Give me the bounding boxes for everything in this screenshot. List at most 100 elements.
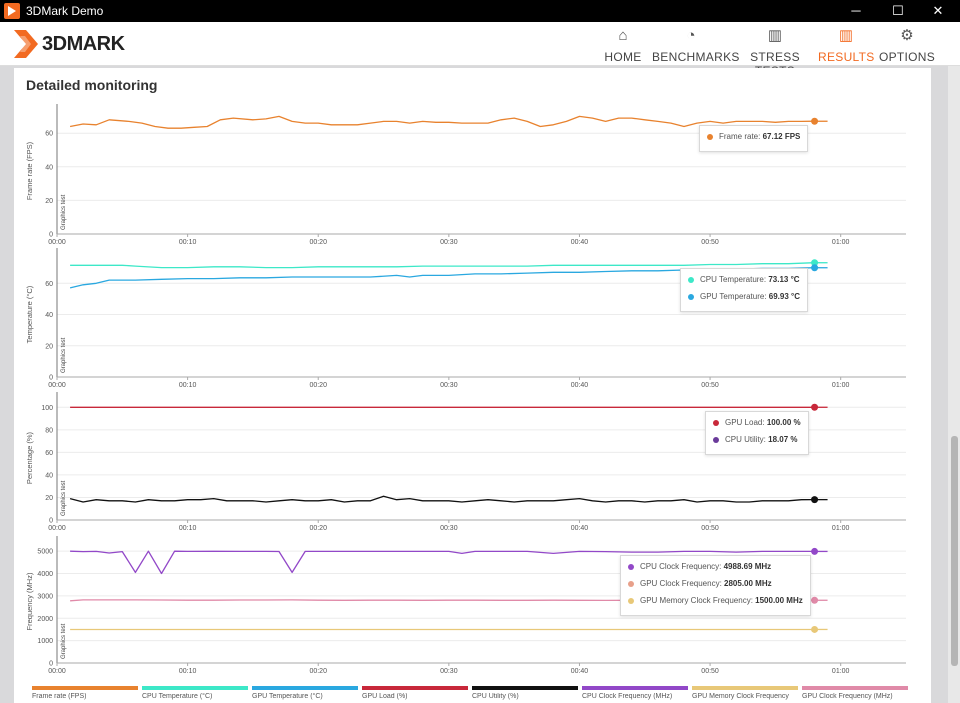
y-tick-label: 60 [45,281,53,288]
legend-swatch [582,686,688,690]
x-tick-label: 00:40 [571,525,589,532]
series-marker-1 [811,496,819,504]
tooltip-row: CPU Utility: 18.07 % [713,434,801,451]
x-tick-label: 00:10 [179,525,197,532]
legend-item[interactable]: CPU Temperature (°C) [142,686,248,703]
tooltip-label: GPU Memory Clock Frequency: [640,596,756,605]
tooltip-row: GPU Clock Frequency: 2805.00 MHz [628,578,803,595]
x-tick-label: 00:00 [48,239,66,246]
series-line-0 [70,262,815,269]
x-tick-label: 00:10 [179,668,197,675]
tooltip-label: CPU Temperature: [700,275,769,284]
legend-label: CPU Utility (%) [472,693,519,700]
nav-benchmarks[interactable]: ◔ BENCHMARKS [652,22,739,66]
legend-item[interactable]: GPU Memory Clock Frequency [692,686,798,703]
legend-item[interactable]: CPU Clock Frequency (MHz) [582,686,688,703]
y-tick-label: 0 [49,518,53,525]
x-tick-label: 00:20 [309,668,327,675]
x-tick-label: 00:50 [701,239,719,246]
region-label: Graphics test [61,194,67,230]
maximize-button[interactable]: ☐ [892,3,904,18]
x-tick-label: 00:40 [571,239,589,246]
nav-label: OPTIONS [878,50,936,64]
tooltip-value: 100.00 % [766,418,801,427]
chart-tooltip: GPU Load: 100.00 % CPU Utility: 18.07 % [705,411,809,455]
tooltip-dot-icon [688,276,694,283]
legend-item[interactable]: GPU Load (%) [362,686,468,703]
legend-item[interactable]: GPU Temperature (°C) [252,686,358,703]
x-tick-label: 01:00 [832,668,850,675]
window-titlebar: 3DMark Demo ─ ☐ ✕ [0,0,960,22]
region-label: Graphics test [61,480,67,516]
legend-label: Frame rate (FPS) [32,693,87,700]
x-tick-label: 00:30 [440,239,458,246]
legend-swatch [692,686,798,690]
x-tick-label: 01:00 [832,525,850,532]
legend-item[interactable]: Frame rate (FPS) [32,686,138,703]
3dmark-logo[interactable]: 3DMARK [12,28,162,60]
gauge-icon: ◔ [686,27,696,44]
nav-label: HOME [604,50,642,64]
x-tick-label: 00:20 [309,382,327,389]
x-tick-label: 00:00 [48,668,66,675]
x-tick-label: 00:50 [701,525,719,532]
tooltip-dot-icon [628,597,634,604]
tooltip-value: 2805.00 MHz [724,579,772,588]
series-marker-0 [811,259,819,267]
logo-chevron-icon [14,30,38,58]
legend-swatch [142,686,248,690]
tooltip-dot-icon [688,293,694,300]
x-tick-label: 00:00 [48,382,66,389]
y-tick-label: 20 [45,198,53,205]
x-tick-label: 00:10 [179,382,197,389]
tooltip-row: GPU Temperature: 69.93 °C [688,291,800,308]
y-tick-label: 100 [41,405,53,412]
legend-item[interactable]: GPU Clock Frequency (MHz) [802,686,908,703]
series-marker-0 [811,403,819,411]
x-tick-label: 00:30 [440,668,458,675]
minimize-button[interactable]: ─ [851,3,861,18]
legend-item[interactable]: CPU Utility (%) [472,686,578,703]
y-axis-label: Temperature (°C) [25,285,34,343]
nav-results[interactable]: ▥ RESULTS [818,22,874,66]
x-tick-label: 01:00 [832,239,850,246]
y-tick-label: 20 [45,343,53,350]
x-tick-label: 00:50 [701,668,719,675]
legend-label: CPU Temperature (°C) [142,693,213,700]
scrollbar-thumb[interactable] [951,436,958,666]
tooltip-label: GPU Clock Frequency: [640,579,725,588]
nav-options[interactable]: ⚙ OPTIONS [878,22,936,66]
y-tick-label: 40 [45,312,53,319]
y-axis-label: Percentage (%) [25,431,34,484]
nav-home[interactable]: ⌂ HOME [600,22,646,66]
tooltip-row: CPU Clock Frequency: 4988.69 MHz [628,561,803,578]
x-tick-label: 00:00 [48,525,66,532]
y-tick-label: 80 [45,427,53,434]
tooltip-dot-icon [713,419,719,426]
close-button[interactable]: ✕ [932,3,944,18]
y-tick-label: 20 [45,495,53,502]
legend-label: GPU Load (%) [362,693,408,700]
page-scrollbar[interactable] [948,66,960,703]
tooltip-label: GPU Load: [725,418,767,427]
chart-tooltip: CPU Temperature: 73.13 °C GPU Temperature… [680,268,808,312]
x-tick-label: 00:30 [440,382,458,389]
x-tick-label: 00:50 [701,382,719,389]
window-title: 3DMark Demo [26,4,104,18]
legend-label: GPU Temperature (°C) [252,693,323,700]
legend-swatch [32,686,138,690]
series-marker-0 [811,117,819,125]
bar-chart-icon: ▥ [767,27,783,44]
legend-swatch [472,686,578,690]
y-tick-label: 40 [45,164,53,171]
y-tick-label: 0 [49,232,53,239]
series-line-1 [69,267,815,289]
page-title: Detailed monitoring [26,77,158,93]
tooltip-value: 73.13 °C [768,275,800,284]
x-tick-label: 00:30 [440,525,458,532]
x-tick-label: 00:40 [571,382,589,389]
app-icon [4,3,20,19]
chart-tooltip: CPU Clock Frequency: 4988.69 MHz GPU Cloc… [620,555,811,616]
y-tick-label: 40 [45,472,53,479]
tooltip-row: Frame rate: 67.12 FPS [707,131,800,148]
